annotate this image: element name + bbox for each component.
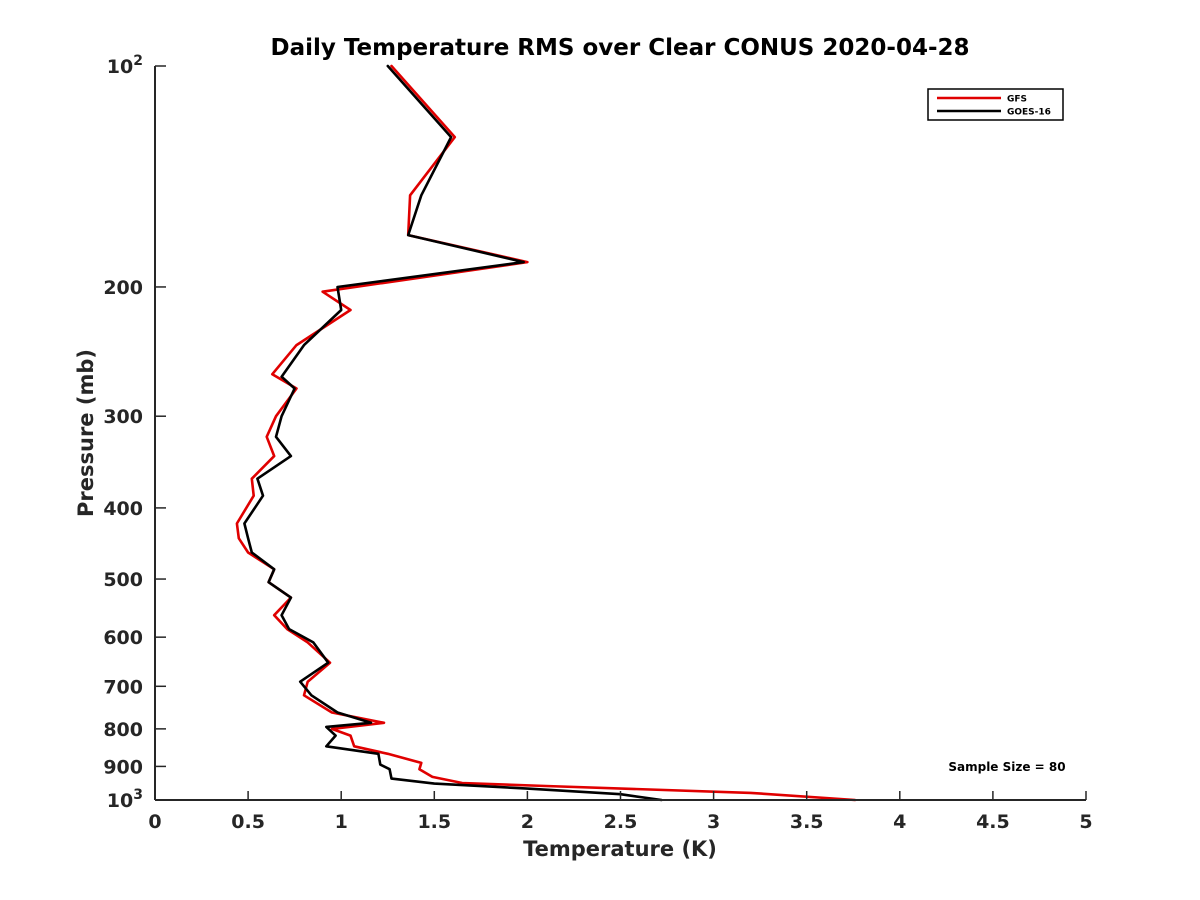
- y-axis-label: Pressure (mb): [74, 349, 98, 517]
- sample-size-annotation: Sample Size = 80: [948, 760, 1065, 774]
- x-tick-label: 0.5: [231, 811, 265, 833]
- legend: GFS GOES-16: [927, 88, 1064, 121]
- legend-entries: GFS GOES-16: [937, 95, 1051, 118]
- legend-box: [927, 88, 1064, 121]
- chart-title: Daily Temperature RMS over Clear CONUS 2…: [270, 35, 969, 61]
- legend-label-2: GOES-16: [1007, 108, 1051, 118]
- x-tick-label: 2.5: [604, 811, 638, 833]
- series-layer: [235, 64, 857, 802]
- x-axis-label: Temperature (K): [523, 837, 717, 861]
- y-tick-label: 102: [107, 53, 143, 78]
- x-tick-label: 5: [1079, 811, 1092, 833]
- x-tick-label: 1: [335, 811, 348, 833]
- series-line-2: [243, 64, 663, 802]
- x-tick-label: 0: [148, 811, 161, 833]
- x-tick-label: 3: [707, 811, 720, 833]
- x-tick-label: 4.5: [976, 811, 1010, 833]
- x-ticks: 0 0.5 1 1.5 2 2.5 3 3.5 4 4.5 5: [148, 791, 1093, 833]
- y-tick-label: 700: [103, 676, 143, 698]
- y-tick-label: 800: [103, 719, 143, 741]
- x-tick-label: 2: [521, 811, 534, 833]
- y-tick-label: 500: [103, 569, 143, 591]
- y-tick-label: 400: [103, 498, 143, 520]
- y-tick-label: 103: [107, 787, 143, 812]
- y-ticks: 102 200 300 400 500 600 700 800 900 103: [103, 53, 166, 812]
- y-tick-label: 600: [103, 627, 143, 649]
- x-tick-label: 3.5: [790, 811, 824, 833]
- x-tick-label: 4: [893, 811, 906, 833]
- axes-layer: [154, 66, 1086, 801]
- y-tick-label: 300: [103, 406, 143, 428]
- y-tick-label: 900: [103, 756, 143, 778]
- x-tick-label: 1.5: [417, 811, 451, 833]
- series-line-1: [235, 64, 857, 802]
- legend-label-1: GFS: [1007, 95, 1027, 105]
- y-tick-label: 200: [103, 277, 143, 299]
